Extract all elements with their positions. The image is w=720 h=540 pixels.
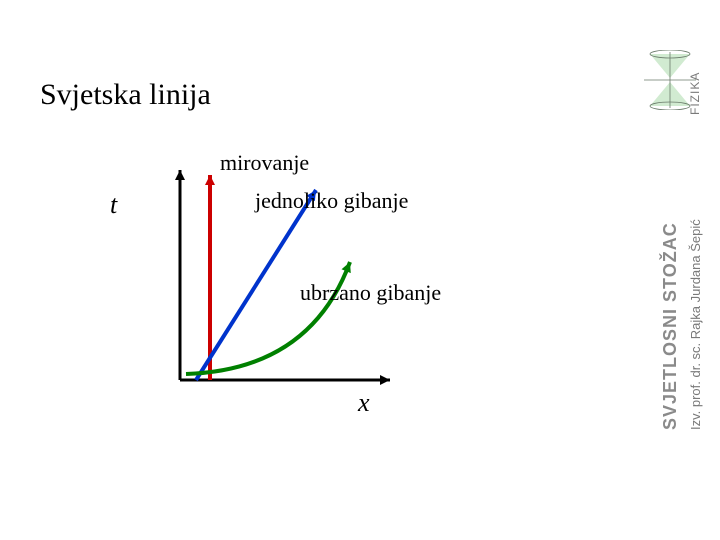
author-label: Izv. prof. dr. sc. Rajka Jurdana Šepić xyxy=(688,219,703,430)
worldline-diagram: t x mirovanje jednoliko gibanje ubrzano … xyxy=(140,170,460,410)
axis-label-t: t xyxy=(110,190,117,220)
course-label: SVJETLOSNI STOŽAC xyxy=(660,222,681,430)
legend-jednoliko: jednoliko gibanje xyxy=(255,188,408,214)
light-cone-thumbnail xyxy=(640,50,700,110)
slide-root: Svjetska linija SVJETLOSNI STOŽAC Izv. p… xyxy=(0,0,720,540)
axis-label-x: x xyxy=(358,388,370,418)
legend-mirovanje: mirovanje xyxy=(220,150,309,176)
legend-ubrzano: ubrzano gibanje xyxy=(300,280,441,306)
slide-title: Svjetska linija xyxy=(40,78,211,112)
